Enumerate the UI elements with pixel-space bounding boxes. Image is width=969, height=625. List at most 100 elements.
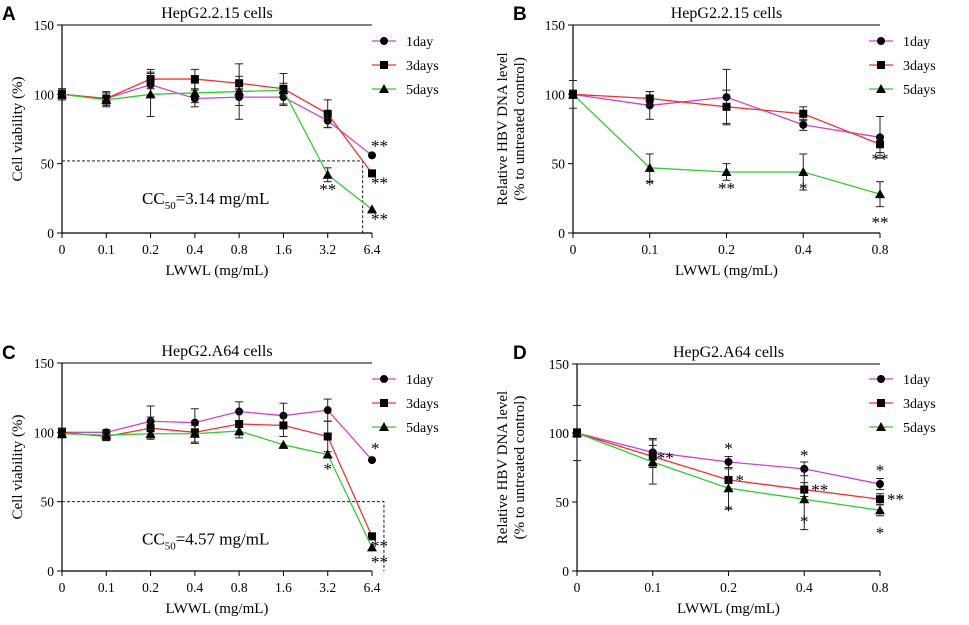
panel-letter: D — [513, 343, 527, 364]
y-axis-label: (% to untreated control) — [512, 57, 528, 201]
y-axis-label: Relative HBV DNA level — [495, 391, 511, 544]
panel-a: A HepG2.2.15 cells 0 50 100 150 0 0.1 0.2 0.4 0.8 1… — [2, 4, 439, 279]
data-point-3days — [645, 94, 654, 103]
legend-label: 5days — [406, 83, 439, 98]
data-point-5days — [367, 542, 377, 552]
cc50-subscript: 50 — [165, 200, 177, 212]
significance-mark: ** — [319, 180, 336, 199]
chart-title: HepG2.A64 cells — [161, 343, 272, 360]
legend-label: 3days — [406, 59, 439, 74]
x-tick-label: 0.4 — [795, 242, 812, 257]
significance-mark: ** — [657, 448, 674, 467]
x-tick-label: 1.6 — [275, 580, 292, 595]
data-point-5days — [572, 428, 582, 437]
legend-marker — [380, 375, 388, 383]
significance-mark: ** — [872, 213, 889, 232]
data-point-1day — [323, 406, 332, 415]
x-tick-label: 0.8 — [231, 580, 248, 595]
cc50-subscript: 50 — [165, 541, 177, 553]
data-point-5days — [101, 430, 112, 440]
significance-mark: ** — [718, 179, 735, 198]
legend-item-3days: 3days — [372, 397, 439, 412]
data-point-3days — [368, 169, 376, 178]
x-axis-label: LWWL (mg/mL) — [166, 601, 269, 617]
x-tick-label: 0.8 — [231, 242, 248, 257]
legend-item-5days: 5days — [869, 83, 936, 98]
y-axis-label: Relative HBV DNA level — [495, 52, 511, 205]
data-point-5days — [644, 162, 655, 172]
data-point-5days — [568, 89, 578, 99]
cc50-value: =3.14 mg/mL — [176, 189, 270, 208]
significance-mark: * — [876, 523, 885, 542]
panel-letter: B — [513, 4, 527, 25]
data-point-1day — [368, 456, 376, 465]
panel-letter: A — [2, 4, 16, 25]
x-tick-label: 0 — [570, 242, 577, 257]
significance-mark: * — [799, 179, 808, 198]
legend-label: 5days — [903, 83, 936, 98]
data-point-5days — [234, 86, 245, 96]
x-tick-label: 6.4 — [364, 242, 381, 257]
legend-marker — [379, 422, 389, 431]
legend-marker — [877, 399, 885, 407]
data-point-3days — [279, 421, 288, 430]
legend-marker — [877, 375, 885, 383]
data-point-5days — [367, 204, 377, 214]
legend-label: 1day — [903, 373, 930, 388]
legend-item-5days: 5days — [869, 421, 936, 436]
data-point-3days — [323, 432, 332, 441]
legend-marker — [380, 37, 388, 45]
panel-letter: C — [2, 343, 16, 364]
data-point-5days — [145, 89, 156, 99]
significance-mark: * — [646, 175, 655, 194]
legend-label: 3days — [903, 59, 936, 74]
y-tick-label: 0 — [558, 226, 565, 241]
significance-mark: ** — [371, 536, 388, 555]
legend-label: 3days — [903, 397, 936, 412]
data-point-5days — [799, 494, 810, 504]
data-point-1day — [368, 151, 376, 160]
data-point-5days — [322, 449, 333, 459]
legend-item-1day: 1day — [372, 373, 433, 388]
x-tick-label: 0.2 — [142, 242, 159, 257]
x-tick-label: 0.4 — [186, 580, 203, 595]
legend-label: 1day — [903, 35, 930, 50]
legend-item-1day: 1day — [372, 35, 433, 50]
data-point-3days — [146, 424, 155, 433]
legend-item-5days: 5days — [372, 421, 439, 436]
data-point-5days — [721, 166, 732, 176]
y-tick-label: 0 — [562, 564, 569, 579]
legend-label: 5days — [903, 421, 936, 436]
data-point-5days — [145, 428, 156, 438]
data-point-5days — [798, 166, 809, 176]
legend-marker — [876, 422, 886, 431]
data-point-3days — [323, 109, 332, 118]
x-axis-label: LWWL (mg/mL) — [677, 601, 780, 617]
data-point-5days — [189, 428, 200, 438]
data-point-3days — [876, 495, 884, 504]
legend-label: 5days — [406, 421, 439, 436]
legend-marker — [379, 84, 389, 93]
x-tick-label: 6.4 — [364, 580, 381, 595]
y-tick-label: 50 — [552, 157, 566, 172]
x-tick-label: 0.1 — [98, 242, 115, 257]
significance-mark: * — [371, 439, 380, 458]
x-tick-label: 0.8 — [872, 580, 889, 595]
significance-mark: ** — [371, 552, 388, 571]
x-tick-label: 1.6 — [275, 242, 292, 257]
x-tick-label: 0.4 — [796, 580, 813, 595]
data-point-5days — [189, 87, 200, 97]
y-axis-label: (% to untreated control) — [512, 396, 528, 540]
legend-marker — [380, 61, 388, 69]
series-line-5days — [61, 430, 373, 548]
significance-mark: * — [724, 439, 733, 458]
legend-item-1day: 1day — [869, 373, 930, 388]
x-tick-label: 0 — [59, 242, 66, 257]
chart-title: HepG2.2.15 cells — [161, 5, 273, 22]
data-point-1day — [799, 120, 808, 129]
y-tick-label: 0 — [47, 226, 54, 241]
legend-label: 1day — [406, 373, 433, 388]
x-tick-label: 0.2 — [142, 580, 159, 595]
legend-marker — [380, 399, 388, 407]
